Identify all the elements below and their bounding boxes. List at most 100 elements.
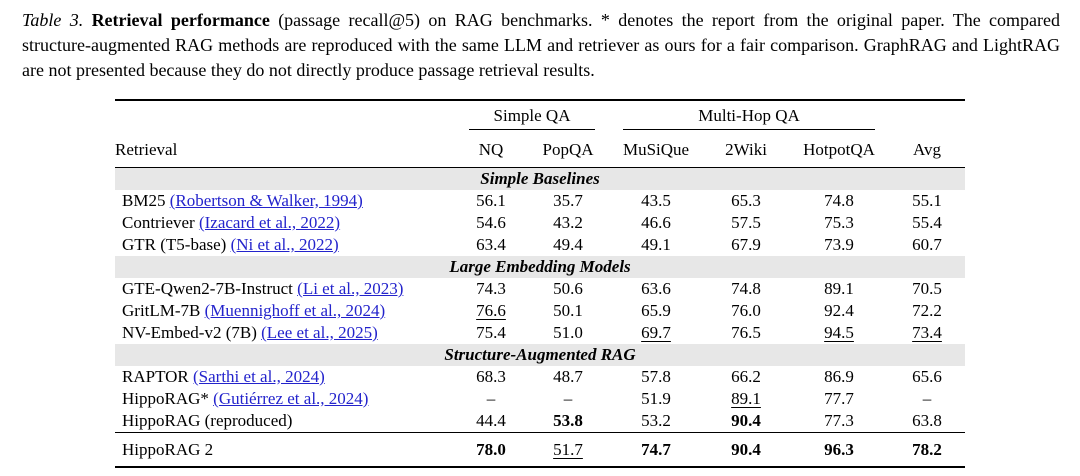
value-cell: 73.9	[789, 234, 889, 256]
metric-value: 67.9	[731, 235, 761, 254]
metric-value: 49.4	[553, 235, 583, 254]
table-caption: Table 3. Retrieval performance (passage …	[22, 8, 1060, 83]
metric-value: 65.3	[731, 191, 761, 210]
value-cell: 74.8	[703, 278, 789, 300]
value-cell: 46.6	[609, 212, 703, 234]
metric-value: 63.4	[476, 235, 506, 254]
table-row: BM25 (Robertson & Walker, 1994) 56.1 35.7 4…	[115, 190, 965, 212]
metric-value: 74.3	[476, 279, 506, 298]
value-cell: 76.5	[703, 322, 789, 344]
column-header-avg: Avg	[889, 139, 966, 168]
metric-value: 54.6	[476, 213, 506, 232]
value-cell: 77.3	[789, 410, 889, 433]
metric-value: 50.6	[553, 279, 583, 298]
metric-value: 51.7	[553, 439, 583, 459]
metric-value: 77.3	[824, 411, 854, 430]
table-footer: HippoRAG 2 78.0 51.7 74.7 90.4 96.3 78.2	[115, 432, 966, 468]
method-name: GTE-Qwen2-7B-Instruct	[122, 279, 293, 298]
value-cell: 77.7	[789, 388, 889, 410]
value-cell: 53.2	[609, 410, 703, 433]
group-header-spacer-right	[889, 100, 965, 139]
metric-value: 72.2	[912, 301, 942, 320]
value-cell: 90.4	[703, 432, 790, 468]
citation-link[interactable]: (Li et al., 2023)	[297, 279, 404, 298]
value-cell: 78.0	[455, 432, 527, 468]
method-cell: GTE-Qwen2-7B-Instruct (Li et al., 2023)	[115, 278, 455, 300]
metric-value: 51.0	[553, 323, 583, 342]
metric-value: 74.7	[641, 439, 671, 459]
value-cell: 57.8	[609, 366, 703, 388]
caption-title: Retrieval performance	[91, 10, 270, 30]
method-name: HippoRAG 2	[122, 439, 214, 459]
value-cell: 51.9	[609, 388, 703, 410]
citation-link[interactable]: (Robertson & Walker, 1994)	[169, 191, 363, 210]
value-cell: 43.2	[527, 212, 609, 234]
value-cell: 96.3	[789, 432, 890, 468]
citation-link[interactable]: (Gutiérrez et al., 2024)	[213, 389, 369, 408]
table-row: Contriever (Izacard et al., 2022) 54.6 43.…	[115, 212, 965, 234]
column-header-hotpotqa: HotpotQA	[789, 139, 890, 168]
metric-value: 65.6	[912, 367, 942, 386]
column-header-musique: MuSiQue	[609, 139, 704, 168]
value-cell: 51.0	[527, 322, 609, 344]
method-cell: GritLM-7B (Muennighoff et al., 2024)	[115, 300, 455, 322]
value-cell: 63.4	[455, 234, 527, 256]
value-cell: 75.4	[455, 322, 527, 344]
value-cell: 60.7	[889, 234, 965, 256]
table-row: GritLM-7B (Muennighoff et al., 2024) 76.6…	[115, 300, 965, 322]
value-cell: 89.1	[703, 388, 789, 410]
caption-label: Table 3.	[22, 10, 84, 30]
value-cell: 78.2	[889, 432, 966, 468]
metric-value: 73.9	[824, 235, 854, 254]
metric-value: 57.8	[641, 367, 671, 386]
citation-link[interactable]: (Sarthi et al., 2024)	[193, 367, 325, 386]
value-cell: 74.3	[455, 278, 527, 300]
method-name: Contriever	[122, 213, 195, 232]
value-cell: –	[527, 388, 609, 410]
metric-value: 89.1	[731, 389, 761, 408]
value-cell: 43.5	[609, 190, 703, 212]
method-cell: BM25 (Robertson & Walker, 1994)	[115, 190, 455, 212]
metric-value: 76.5	[731, 323, 761, 342]
metric-value: 94.5	[824, 323, 854, 342]
metric-value: 50.1	[553, 301, 583, 320]
metric-value: 35.7	[553, 191, 583, 210]
table-body: Simple Baselines BM25 (Robertson & Walker…	[115, 167, 966, 433]
method-name: BM25	[122, 191, 166, 210]
group-label-simple-qa: Simple QA	[493, 106, 571, 125]
value-cell: 65.3	[703, 190, 789, 212]
value-cell: 65.9	[609, 300, 703, 322]
citation-link[interactable]: (Ni et al., 2022)	[230, 235, 339, 254]
table-row: HippoRAG (reproduced) 44.4 53.8 53.2 90.4 77.…	[115, 410, 965, 433]
metric-value: 53.8	[553, 411, 583, 430]
metric-value: 76.6	[476, 301, 506, 320]
metric-value: 74.8	[731, 279, 761, 298]
value-cell: 49.4	[527, 234, 609, 256]
method-cell: RAPTOR (Sarthi et al., 2024)	[115, 366, 455, 388]
caption-body: (passage recall@5) on RAG benchmarks. * …	[22, 10, 1061, 80]
section-header: Simple Baselines	[115, 167, 966, 190]
metric-value: 76.0	[731, 301, 761, 320]
metric-value: 75.3	[824, 213, 854, 232]
metric-value: –	[486, 389, 496, 408]
metric-value: –	[922, 389, 932, 408]
value-cell: 76.0	[703, 300, 789, 322]
table-row: GTR (T5-base) (Ni et al., 2022) 63.4 49.4 4…	[115, 234, 965, 256]
metric-value: 44.4	[476, 411, 506, 430]
table-row-hipporag2: HippoRAG 2 78.0 51.7 74.7 90.4 96.3 78.2	[115, 432, 966, 468]
metric-value: –	[563, 389, 573, 408]
citation-link[interactable]: (Lee et al., 2025)	[261, 323, 378, 342]
method-cell: NV-Embed-v2 (7B) (Lee et al., 2025)	[115, 322, 455, 344]
metric-value: 74.8	[824, 191, 854, 210]
metric-value: 77.7	[824, 389, 854, 408]
method-name: HippoRAG*	[122, 389, 209, 408]
metric-value: 53.2	[641, 411, 671, 430]
metric-value: 57.5	[731, 213, 761, 232]
citation-link[interactable]: (Izacard et al., 2022)	[198, 213, 341, 232]
value-cell: 51.7	[527, 432, 610, 468]
metric-value: 63.6	[641, 279, 671, 298]
citation-link[interactable]: (Muennighoff et al., 2024)	[204, 301, 386, 320]
value-cell: 92.4	[789, 300, 889, 322]
group-label-multihop-qa: Multi-Hop QA	[698, 106, 800, 125]
method-cell: HippoRAG (reproduced)	[115, 410, 455, 433]
